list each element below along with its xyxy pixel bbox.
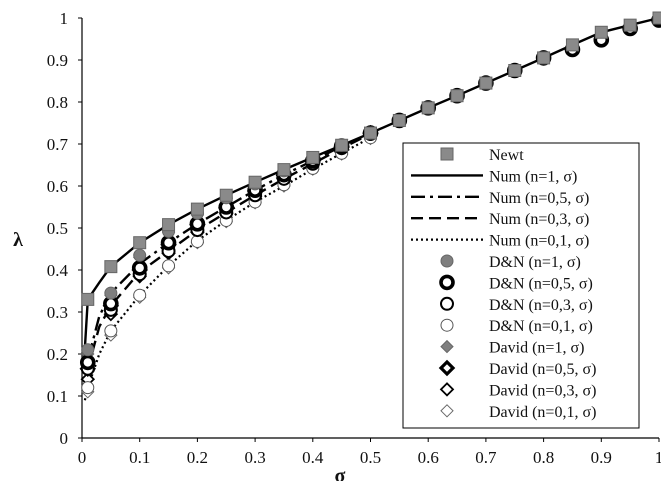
x-axis-label: σ (335, 465, 346, 481)
data-point-series-0 (594, 25, 608, 39)
data-point-series-0 (133, 236, 147, 250)
legend: Newt Num (n=1, σ) Num (n=0,5, σ) Num (n=0,3… (402, 142, 640, 429)
data-point-series-8 (162, 259, 176, 273)
series-line-2 (83, 132, 371, 384)
data-point-series-0 (364, 126, 377, 140)
legend-label-1: Num (n=1, σ) (489, 168, 577, 185)
data-point-series-0 (652, 11, 661, 25)
data-point-series-0 (565, 38, 579, 52)
data-point-series-5 (81, 343, 95, 357)
legend-label-5: D&N (n=1, σ) (489, 254, 581, 271)
data-point-series-0 (537, 51, 551, 65)
x-tick-label: 0.3 (244, 448, 265, 467)
data-point-series-0 (81, 292, 95, 306)
data-point-series-0 (190, 202, 204, 216)
legend-label-10: David (n=0,5, σ) (489, 361, 596, 378)
legend-label-4: Num (n=0,1, σ) (489, 233, 589, 250)
data-point-series-0 (450, 89, 464, 103)
y-tick-label: 0 (60, 429, 69, 448)
axes: 0 0.1 0.2 0.3 0.4 0.5 0.6 0.7 0.8 0.9 1 0 0.1 0.2 0.3 0… (13, 9, 661, 481)
y-tick-label: 0.7 (47, 135, 69, 154)
legend-marker-5 (440, 254, 454, 268)
x-tick-label: 1 (655, 448, 661, 467)
x-tick-label: 0.9 (591, 448, 612, 467)
data-point-series-0 (421, 101, 435, 115)
data-point-series-0 (479, 76, 493, 90)
data-point-series-0 (392, 113, 406, 127)
x-tick-label: 0.4 (302, 448, 324, 467)
legend-label-6: D&N (n=0,5, σ) (489, 275, 593, 292)
legend-label-9: David (n=1, σ) (489, 340, 584, 357)
data-point-series-8 (190, 234, 204, 248)
y-tick-label: 0.9 (47, 51, 68, 70)
legend-marker-6 (439, 274, 455, 291)
legend-label-12: David (n=0,1, σ) (489, 404, 596, 421)
legend-marker-10 (438, 359, 456, 377)
legend-marker-12 (440, 404, 454, 418)
legend-label-0: Newt (489, 147, 524, 164)
legend-label-11: David (n=0,3, σ) (489, 382, 596, 399)
data-point-series-5 (104, 286, 118, 300)
x-tick-label: 0.6 (418, 448, 439, 467)
legend-marker-8 (440, 318, 454, 332)
legend-marker-9 (440, 339, 454, 354)
data-point-series-5 (133, 248, 147, 262)
legend-label-3: Num (n=0,3, σ) (489, 211, 589, 228)
series-line-4 (83, 136, 372, 401)
data-point-series-0 (162, 218, 176, 232)
data-point-series-0 (335, 138, 349, 152)
x-tick-label: 0 (78, 448, 87, 467)
y-tick-label: 0.3 (47, 303, 68, 322)
x-tick-label: 0.2 (187, 448, 208, 467)
data-point-series-6 (160, 234, 177, 251)
legend-marker-7 (440, 296, 454, 311)
x-tick-label: 0.5 (360, 448, 381, 467)
data-point-series-0 (219, 188, 233, 202)
x-tick-label: 0.8 (533, 448, 554, 467)
data-point-series-0 (623, 18, 637, 32)
x-tick-label: 0.1 (129, 448, 150, 467)
y-tick-label: 1 (60, 9, 69, 28)
legend-marker-0 (440, 147, 454, 161)
data-point-series-8 (104, 324, 118, 338)
legend-label-7: D&N (n=0,3, σ) (489, 297, 593, 314)
plot-markers (79, 11, 661, 399)
data-point-series-0 (104, 260, 118, 274)
y-tick-label: 0.1 (47, 387, 68, 406)
legend-label-2: Num (n=0,5, σ) (489, 190, 589, 207)
y-tick-label: 0.8 (47, 93, 68, 112)
y-tick-label: 0.6 (47, 177, 68, 196)
data-point-series-8 (81, 381, 95, 395)
data-point-series-0 (306, 150, 320, 164)
data-point-series-6 (79, 354, 96, 371)
legend-marker-11 (439, 382, 455, 397)
x-tick-label: 0.7 (475, 448, 497, 467)
y-tick-label: 0.5 (47, 219, 68, 238)
y-tick-label: 0.2 (47, 345, 68, 364)
data-point-series-0 (508, 64, 522, 77)
data-point-series-6 (131, 260, 148, 276)
data-point-series-0 (248, 175, 262, 189)
series-line-3 (83, 132, 372, 388)
data-point-series-0 (277, 163, 291, 177)
data-point-series-8 (133, 288, 147, 302)
legend-label-8: D&N (n=0,1, σ) (489, 318, 593, 335)
y-tick-label: 0.4 (47, 261, 69, 280)
y-axis-label: λ (13, 229, 23, 251)
